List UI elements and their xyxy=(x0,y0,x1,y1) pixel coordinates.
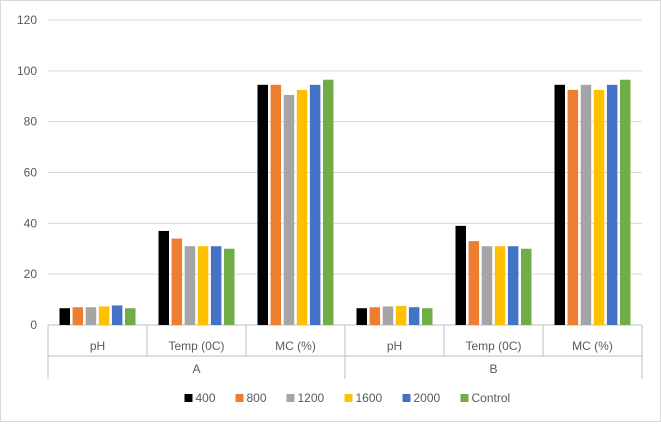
legend-label: 400 xyxy=(196,391,216,405)
y-tick-label: 80 xyxy=(24,115,38,129)
category-label: MC (%) xyxy=(572,339,613,353)
legend-swatch-1200 xyxy=(286,394,295,402)
bar-400-a xyxy=(158,230,169,325)
bar-1600-b xyxy=(395,305,407,325)
bar-400-b xyxy=(554,84,565,325)
bar-1600-a xyxy=(197,246,209,325)
category-label: pH xyxy=(90,339,105,353)
bar-1200-b xyxy=(382,306,394,325)
bar-1200-b xyxy=(481,246,493,325)
category-label: MC (%) xyxy=(275,339,316,353)
bar-2000-b xyxy=(507,246,519,325)
legend-swatch-1600 xyxy=(344,394,353,402)
bar-800-b xyxy=(369,307,381,325)
bar-control-a xyxy=(323,79,334,326)
bar-1600-b xyxy=(593,89,605,325)
bar-2000-a xyxy=(210,246,222,325)
group-label: B xyxy=(489,362,497,376)
bar-400-a xyxy=(257,84,268,325)
legend-label: 1200 xyxy=(298,391,325,405)
legend-swatch-2000 xyxy=(402,394,411,402)
bar-400-b xyxy=(455,225,466,325)
y-tick-label: 60 xyxy=(24,166,38,180)
bar-800-a xyxy=(270,84,282,325)
y-tick-label: 100 xyxy=(17,64,37,78)
bar-control-b xyxy=(521,248,532,325)
legend-label: 2000 xyxy=(414,391,441,405)
bar-control-a xyxy=(224,248,235,325)
bar-800-b xyxy=(567,89,579,325)
y-tick-label: 20 xyxy=(24,267,38,281)
bar-control-b xyxy=(422,308,433,325)
bar-800-b xyxy=(468,241,480,325)
legend-swatch-400 xyxy=(184,394,193,402)
bar-2000-b xyxy=(408,307,420,325)
bar-1600-a xyxy=(98,306,110,325)
bars xyxy=(59,79,631,326)
bar-2000-b xyxy=(606,84,618,325)
bar-400-b xyxy=(356,308,367,325)
bar-400-a xyxy=(59,308,70,325)
legend: 400 800 1200 1600 2000 Control xyxy=(184,391,511,405)
axis-labels: 0 20 40 60 80 100 120 pH Temp (0C) MC (%) ApH Temp … xyxy=(17,13,613,376)
bar-1200-a xyxy=(283,94,295,326)
y-tick-label: 0 xyxy=(30,318,37,332)
gridlines xyxy=(48,19,642,275)
bar-2000-a xyxy=(111,305,123,325)
legend-label: 1600 xyxy=(356,391,383,405)
bar-1600-b xyxy=(494,246,506,325)
bar-1600-a xyxy=(296,89,308,325)
legend-label: Control xyxy=(472,391,511,405)
category-label: pH xyxy=(387,339,402,353)
category-label: Temp (0C) xyxy=(168,339,224,353)
bar-1200-a xyxy=(85,307,97,325)
y-tick-label: 40 xyxy=(24,216,38,230)
category-label: Temp (0C) xyxy=(465,339,521,353)
bar-800-a xyxy=(171,238,183,325)
y-tick-label: 120 xyxy=(17,13,37,27)
legend-swatch-800 xyxy=(235,394,244,402)
axes xyxy=(47,324,643,379)
bar-control-a xyxy=(125,308,136,325)
group-label: A xyxy=(192,362,200,376)
bar-800-a xyxy=(72,307,84,325)
legend-label: 800 xyxy=(247,391,267,405)
bar-control-b xyxy=(620,79,631,326)
legend-swatch-control xyxy=(460,394,469,402)
bar-1200-a xyxy=(184,246,196,325)
bar-1200-b xyxy=(580,84,592,325)
bar-2000-a xyxy=(309,84,321,325)
